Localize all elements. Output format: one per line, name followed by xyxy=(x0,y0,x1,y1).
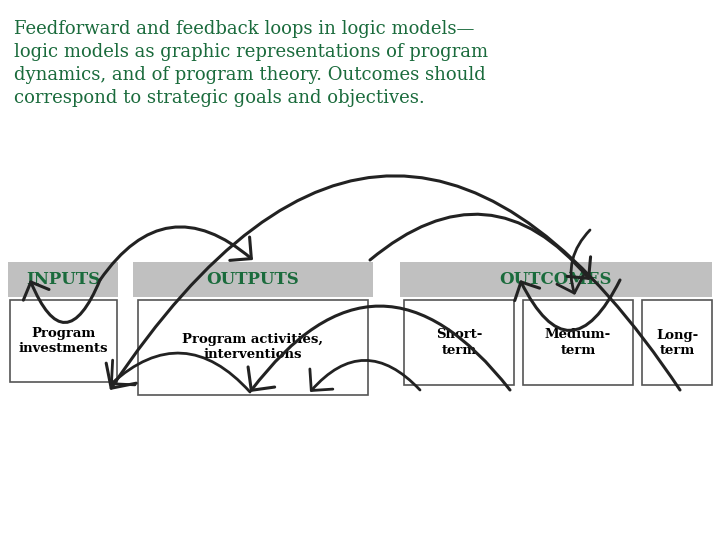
Text: Program activities,
interventions: Program activities, interventions xyxy=(182,334,323,361)
Text: Feedforward and feedback loops in logic models—
logic models as graphic represen: Feedforward and feedback loops in logic … xyxy=(14,20,488,107)
Bar xyxy=(642,300,712,385)
Bar xyxy=(523,300,633,385)
Text: OUTPUTS: OUTPUTS xyxy=(207,271,300,288)
Bar xyxy=(133,262,373,297)
Text: Program
investments: Program investments xyxy=(19,327,108,355)
Text: Long-
term: Long- term xyxy=(656,328,698,356)
Text: OUTCOMES: OUTCOMES xyxy=(500,271,612,288)
Bar xyxy=(8,262,118,297)
Text: Short-
term: Short- term xyxy=(436,328,482,356)
Bar xyxy=(10,300,117,382)
Bar xyxy=(138,300,368,395)
Bar xyxy=(404,300,514,385)
Text: INPUTS: INPUTS xyxy=(26,271,100,288)
Bar xyxy=(400,262,712,297)
Text: Medium-
term: Medium- term xyxy=(545,328,611,356)
